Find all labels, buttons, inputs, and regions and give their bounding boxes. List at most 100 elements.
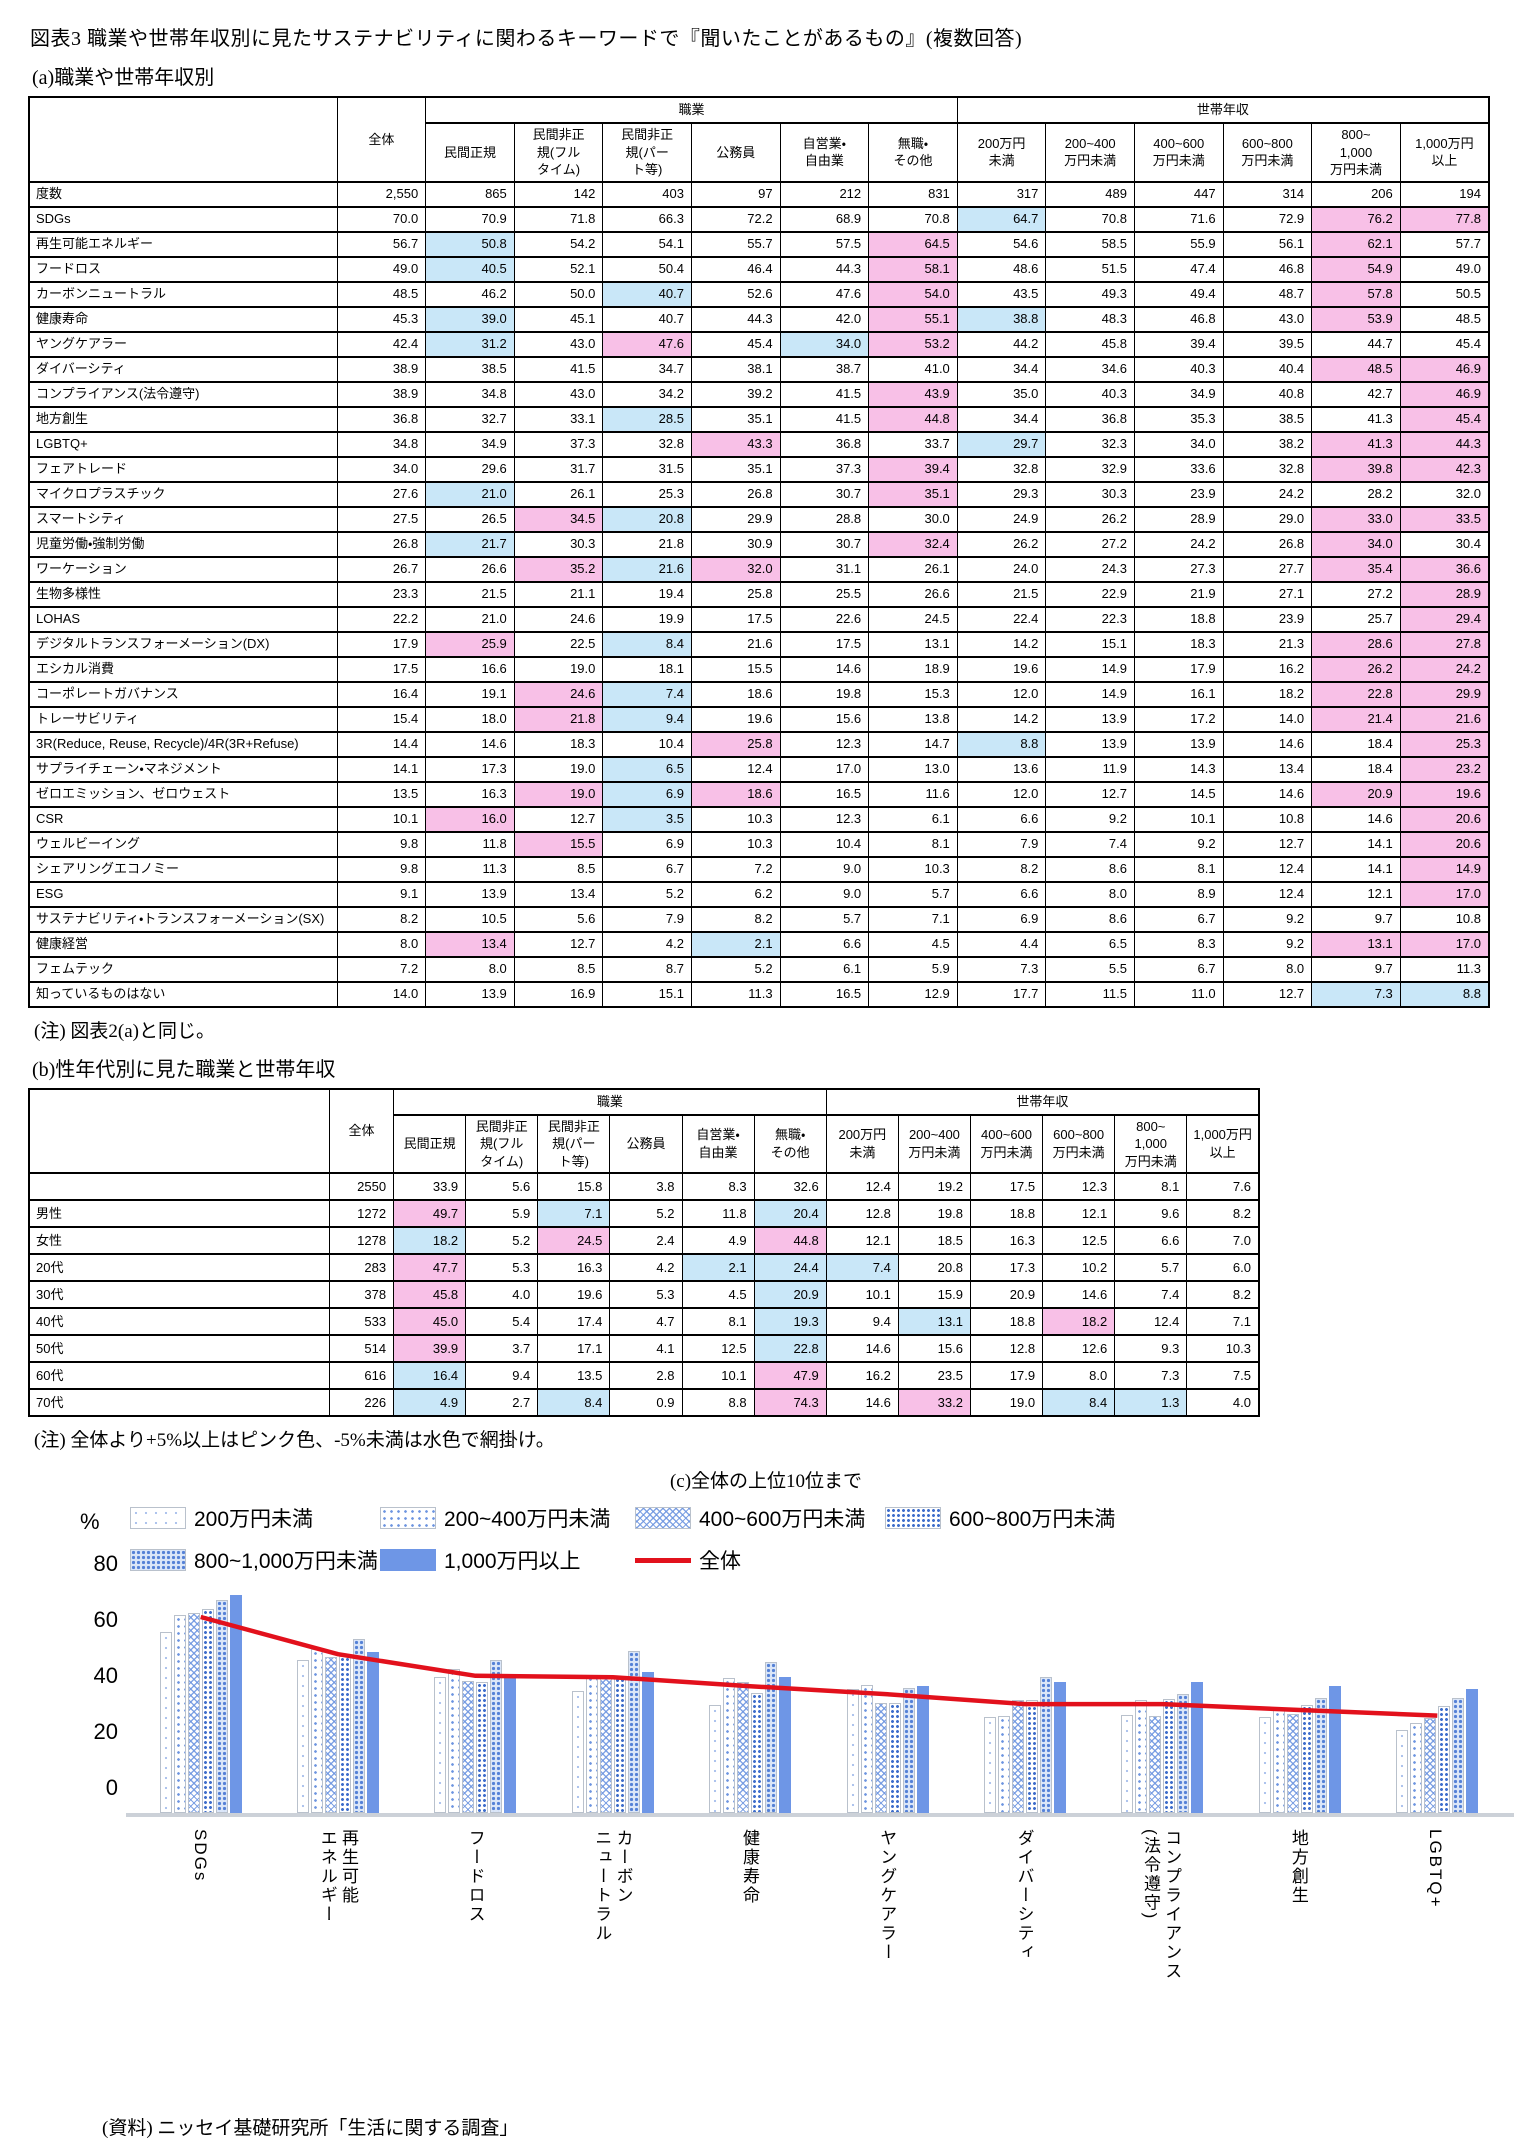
bar (902, 1688, 915, 1814)
data-cell: 11.0 (1133, 980, 1224, 1008)
row-label: シェアリングエコノミー (28, 855, 338, 883)
data-cell: 48.6 (956, 255, 1047, 283)
bar-group (544, 1589, 681, 1814)
legend-swatch (885, 1507, 941, 1530)
data-cell: 18.3 (513, 730, 604, 758)
data-cell: 24.0 (956, 555, 1047, 583)
data-cell: 12.3 (1042, 1172, 1116, 1202)
data-cell: 39.0 (425, 305, 515, 333)
bar (504, 1676, 517, 1814)
data-cell: 68.9 (779, 205, 870, 233)
data-cell: 8.0 (336, 930, 427, 958)
category-label-text: コンプライアンス (法令遵守) (1141, 1829, 1182, 1982)
data-cell: 8.3 (1133, 930, 1224, 958)
data-cell: 8.8 (1399, 980, 1490, 1008)
row-label: 児童労働・強制労働 (28, 530, 338, 558)
data-cell: 45.4 (1399, 330, 1490, 358)
bar (434, 1677, 447, 1814)
data-cell: 27.3 (1133, 555, 1224, 583)
data-cell: 12.4 (690, 755, 781, 783)
bar (846, 1689, 859, 1814)
data-cell: 38.5 (1222, 405, 1313, 433)
data-cell: 29.9 (690, 505, 781, 533)
data-cell: 35.1 (868, 480, 958, 508)
bar (159, 1632, 172, 1814)
data-cell: 13.8 (868, 705, 958, 733)
table-row: 60代 616 16.4 9.4 13.5 2.8 10.1 47.9 16.2 23.5 17.9… (28, 1361, 1260, 1391)
header-column: 民間正規 (393, 1113, 467, 1175)
table-row: 健康経営 8.0 13.4 12.7 4.2 2.1 6.6 4.5 4.4 6.5 8.3 9.2 1… (28, 930, 1490, 958)
bar (860, 1685, 873, 1814)
row-label: CSR (28, 805, 338, 833)
data-cell: 48.5 (336, 280, 427, 308)
data-cell: 49.7 (393, 1199, 467, 1229)
data-cell: 12.7 (513, 930, 604, 958)
row-label: 再生可能エネルギー (28, 230, 338, 258)
data-cell: 7.1 (1186, 1307, 1260, 1337)
data-cell: 38.9 (336, 355, 427, 383)
data-cell: 15.3 (868, 680, 958, 708)
data-cell: 6.7 (602, 855, 692, 883)
data-cell: 19.0 (969, 1388, 1044, 1418)
data-cell: 17.1 (537, 1334, 611, 1364)
data-cell: 5.3 (465, 1253, 539, 1283)
data-cell: 46.9 (1399, 380, 1490, 408)
data-cell: 28.2 (1311, 480, 1401, 508)
row-label: 女性 (28, 1226, 330, 1256)
data-cell: 62.1 (1311, 230, 1401, 258)
data-cell: 34.0 (1311, 530, 1401, 558)
data-cell: 8.5 (513, 955, 604, 983)
data-cell: 4.0 (1186, 1388, 1260, 1418)
data-cell: 16.1 (1133, 680, 1224, 708)
data-cell: 1278 (328, 1226, 395, 1256)
data-cell: 24.5 (868, 605, 958, 633)
data-cell: 45.8 (393, 1280, 467, 1310)
data-cell: 5.2 (465, 1226, 539, 1256)
y-tick-label: 0 (105, 1775, 118, 1801)
data-cell: 43.3 (690, 430, 781, 458)
row-label: 30代 (28, 1280, 330, 1310)
data-cell: 22.9 (1045, 580, 1135, 608)
data-cell: 31.2 (425, 330, 515, 358)
y-tick-label: 80 (93, 1551, 118, 1577)
bar (641, 1671, 654, 1814)
data-cell: 45.1 (513, 305, 604, 333)
data-cell: 9.7 (1311, 905, 1401, 933)
data-cell: 53.9 (1311, 305, 1401, 333)
data-cell: 32.8 (1222, 455, 1313, 483)
table-row: サプライチェーン・マネジメント 14.1 17.3 19.0 6.5 12.4 17.0 13… (28, 755, 1490, 783)
data-cell: 831 (868, 180, 958, 208)
row-label: サステナビリティ・トランスフォーメーション(SX) (28, 905, 338, 933)
bar (613, 1676, 626, 1814)
data-cell: 15.4 (336, 705, 427, 733)
data-cell: 13.9 (1133, 730, 1224, 758)
data-cell: 48.5 (1399, 305, 1490, 333)
data-cell: 18.6 (690, 680, 781, 708)
bar (1272, 1710, 1285, 1814)
data-cell: 7.0 (1186, 1226, 1260, 1256)
bar (599, 1674, 612, 1814)
table-row: トレーサビリティ 15.4 18.0 21.8 9.4 19.6 15.6 13.8 14.2 1… (28, 705, 1490, 733)
data-cell: 21.5 (956, 580, 1047, 608)
bar (1286, 1714, 1299, 1814)
table-row: ゼロエミッション、ゼロウェスト 13.5 16.3 19.0 6.9 18.6 16.5 11… (28, 780, 1490, 808)
data-cell: 54.2 (513, 230, 604, 258)
row-label: エシカル消費 (28, 655, 338, 683)
data-cell: 19.0 (513, 655, 604, 683)
bar (1012, 1700, 1025, 1814)
data-cell: 9.1 (336, 880, 427, 908)
table-row: サステナビリティ・トランスフォーメーション(SX) 8.2 10.5 5.6 7.9 8.… (28, 905, 1490, 933)
data-cell: 46.8 (1222, 255, 1313, 283)
data-cell: 24.6 (513, 605, 604, 633)
data-cell: 8.3 (681, 1172, 755, 1202)
data-cell: 21.1 (513, 580, 604, 608)
data-cell: 13.9 (1045, 730, 1135, 758)
data-cell: 8.2 (956, 855, 1047, 883)
bar (998, 1716, 1011, 1814)
bar (888, 1702, 901, 1814)
data-cell: 13.0 (868, 755, 958, 783)
data-cell: 34.8 (425, 380, 515, 408)
data-cell: 17.0 (779, 755, 870, 783)
data-cell: 17.9 (336, 630, 427, 658)
